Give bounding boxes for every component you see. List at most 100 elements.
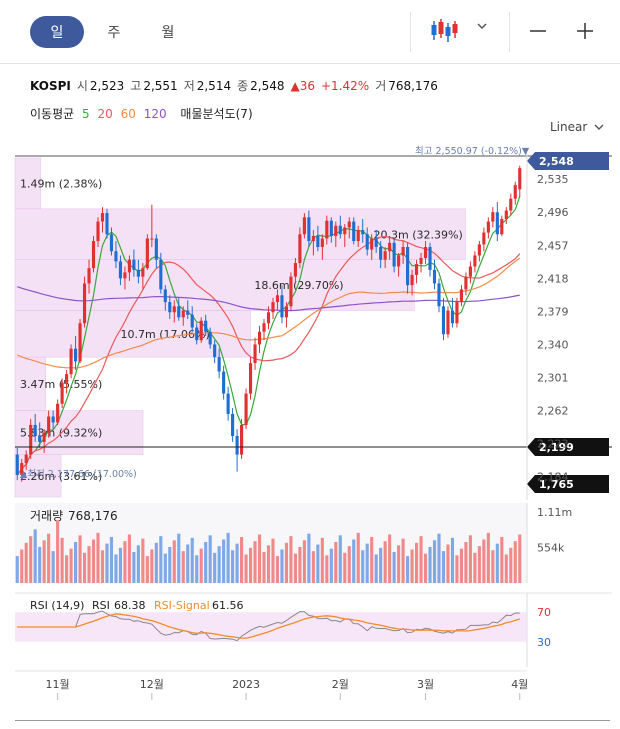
low-marker-label: ▲최저 2,177.66 (17.00%) <box>20 469 137 480</box>
volume-bar <box>82 552 87 583</box>
candle-body <box>495 212 499 235</box>
volume-bar <box>235 543 239 583</box>
profile-bar <box>14 157 41 210</box>
tab-monthly[interactable]: 월 <box>161 25 175 41</box>
scale-dropdown[interactable]: Linear <box>550 120 605 134</box>
current-price-badge-text: 2,548 <box>539 155 574 168</box>
candle <box>96 217 100 247</box>
volume-bar <box>181 551 185 583</box>
level-badge-bg <box>527 438 609 456</box>
zoom-out-button[interactable] <box>521 14 555 48</box>
candle <box>468 261 472 284</box>
rsi-line <box>17 610 520 642</box>
candle <box>334 221 338 247</box>
chart-type-dropdown[interactable] <box>476 20 490 36</box>
tab-weekly[interactable]: 주 <box>107 25 121 41</box>
candle <box>38 422 42 448</box>
ma-legend-5: 5 <box>82 107 90 121</box>
volume-bar <box>468 535 472 583</box>
candle <box>69 344 73 379</box>
chart-type-button[interactable] <box>430 18 460 44</box>
volume-bar <box>231 550 235 583</box>
candle <box>15 447 19 481</box>
candle <box>518 165 522 197</box>
candle-body <box>87 268 91 284</box>
candle-body <box>325 220 329 239</box>
candle-body <box>262 323 266 332</box>
volume-bar <box>20 549 24 583</box>
rsi-label: RSI <box>92 599 110 612</box>
candle <box>136 259 140 284</box>
ma-legend[interactable]: 이동평균 5 20 60 120 매물분석도(7) <box>30 105 257 122</box>
candle <box>257 325 262 353</box>
candle <box>248 357 253 400</box>
open-label: 시 <box>76 79 88 93</box>
volume-bar <box>302 540 306 583</box>
volume-bar <box>127 534 131 583</box>
candle <box>186 300 190 320</box>
candle-body <box>123 272 127 279</box>
volume-bar <box>114 554 118 583</box>
candle <box>150 204 154 247</box>
candle <box>127 255 131 281</box>
candle-body <box>177 306 181 318</box>
volume-bar <box>347 546 351 583</box>
zoom-in-button[interactable] <box>568 14 602 48</box>
candle <box>190 306 194 332</box>
candle-body <box>491 212 495 222</box>
volume-bar <box>145 556 149 583</box>
candlestick-icon <box>431 19 458 42</box>
candle-body <box>419 258 423 264</box>
candle <box>414 259 419 284</box>
candle <box>118 255 123 286</box>
candle <box>91 235 96 273</box>
profile-bar <box>14 259 415 311</box>
volume-bar <box>136 545 140 583</box>
level-badge-text: 2,199 <box>539 441 574 454</box>
tab-daily[interactable]: 일 <box>30 16 84 48</box>
candle <box>82 276 87 328</box>
candle <box>361 219 365 243</box>
volume-bar <box>361 550 365 583</box>
ma-legend-label: 이동평균 <box>30 107 75 121</box>
candle <box>486 217 490 239</box>
volume-bar <box>123 541 127 583</box>
volume-bar <box>275 556 280 583</box>
volume-bar <box>100 550 105 583</box>
volume-bar <box>459 548 463 583</box>
candle-body <box>410 274 414 286</box>
candle-body <box>82 283 87 324</box>
candle <box>397 252 401 277</box>
volume-bar <box>491 550 495 583</box>
candle-body <box>51 416 55 423</box>
candle-body <box>441 306 446 335</box>
candle-body <box>235 435 239 455</box>
volume-bar <box>248 547 253 583</box>
change-value: ▲36 <box>290 79 316 93</box>
volume-bar <box>343 552 347 583</box>
volume-legend-value: 768,176 <box>68 509 118 523</box>
candle <box>406 242 410 294</box>
candle-body <box>316 235 320 247</box>
volume-bar <box>325 555 329 583</box>
y-tick-label: 2,223 <box>537 438 569 451</box>
high-label: 고 <box>130 79 142 93</box>
extra-badge-bg <box>527 475 609 493</box>
candle-body <box>172 306 176 313</box>
candle <box>213 340 217 364</box>
period-tabs: 일 주 월 <box>30 16 195 48</box>
rsi-signal-line <box>17 613 520 639</box>
candle <box>347 217 351 239</box>
candle-body <box>320 238 324 247</box>
candle <box>504 207 508 225</box>
candle <box>410 269 414 296</box>
extra-badge-text: 1,765 <box>539 478 574 491</box>
candle <box>311 230 315 256</box>
y-tick-label: 2,496 <box>537 206 569 219</box>
candle <box>145 234 149 270</box>
candle <box>231 408 235 442</box>
candle-body <box>334 225 338 236</box>
candle <box>329 217 333 243</box>
volume-bar <box>446 544 450 583</box>
